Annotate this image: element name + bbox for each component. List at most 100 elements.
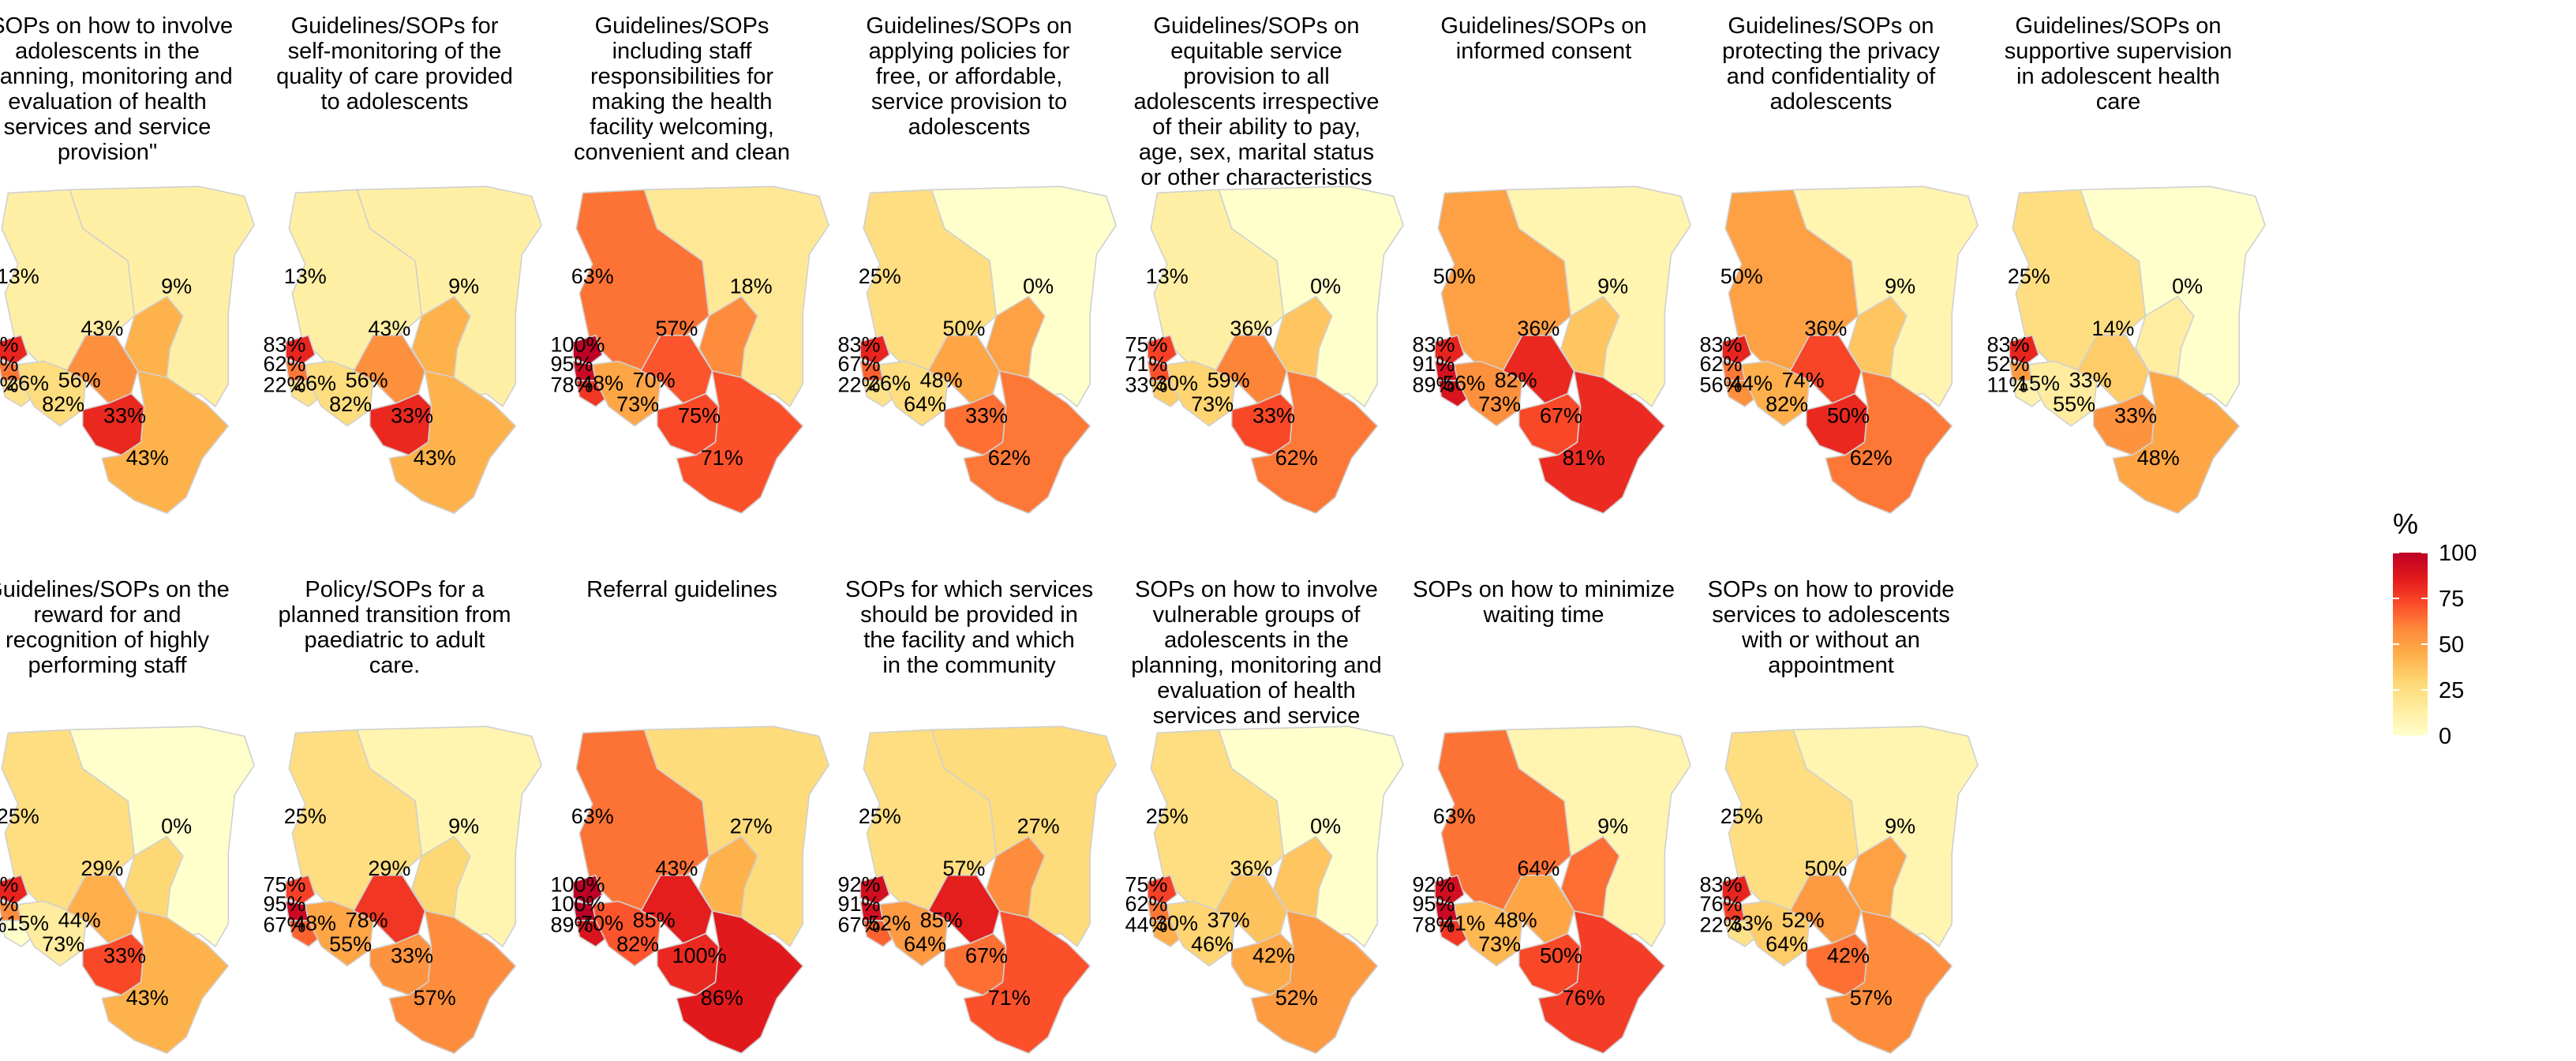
region-value-label: 36% xyxy=(1230,317,1272,340)
region-value-label: 33% xyxy=(2114,404,2157,428)
map-region-central xyxy=(1215,875,1286,943)
region-value-label: 43% xyxy=(80,317,123,340)
region-value-label: 48% xyxy=(1495,908,1537,932)
kenya-map xyxy=(860,186,1116,513)
region-value-label: 50% xyxy=(942,317,985,340)
map-region-central xyxy=(2077,336,2148,403)
region-value-label: 29% xyxy=(368,857,410,880)
panel-title-line: making the health xyxy=(592,89,773,114)
map-panel: SOPs for which services should be provide… xyxy=(837,577,1116,1053)
region-value-label: 56% xyxy=(58,368,101,392)
legend-title: % xyxy=(2393,508,2418,540)
region-value-label: 25% xyxy=(1720,804,1763,828)
region-value-label: 78% xyxy=(346,908,388,932)
region-value-label: 55% xyxy=(329,932,372,956)
map-region-central xyxy=(354,336,425,403)
map-region-north-east xyxy=(1506,186,1690,407)
panel-title-line: adolescents in the xyxy=(1164,628,1349,653)
kenya-map xyxy=(0,186,254,513)
legend-tick-label: 0 xyxy=(2439,724,2451,749)
map-region-coast xyxy=(1251,911,1377,1053)
map-region-central xyxy=(641,875,712,943)
panel-title-line: service provision to xyxy=(871,89,1067,114)
panel-title-line: services and service xyxy=(4,114,212,140)
region-value-label: 64% xyxy=(1517,857,1559,880)
region-value-label: 33% xyxy=(1252,404,1295,428)
region-value-label: 33% xyxy=(103,404,146,428)
region-value-label: 67% xyxy=(1540,404,1582,428)
region-value-label: 92% xyxy=(837,872,880,896)
region-value-label: 71% xyxy=(1125,352,1167,376)
region-value-label: 0% xyxy=(1023,275,1054,298)
region-value-label: 100% xyxy=(550,332,605,356)
region-value-label: 57% xyxy=(414,986,456,1010)
map-region-coast xyxy=(676,911,803,1053)
panel-title-line: vulnerable groups of xyxy=(1153,602,1361,628)
kenya-map xyxy=(573,186,829,513)
panel-title-line: SOPs on how to involve xyxy=(1135,577,1378,602)
map-region-west-top xyxy=(573,875,602,905)
panel-title-line: evaluation of health xyxy=(8,89,207,114)
region-value-label: 57% xyxy=(1850,986,1893,1010)
panel-title: Guidelines/SOPs on protecting the privacy… xyxy=(1722,13,1940,114)
region-value-label: 22% xyxy=(0,373,18,397)
map-region-coast xyxy=(1538,911,1664,1053)
region-value-label: 18% xyxy=(730,275,773,298)
region-value-label: 9% xyxy=(1597,275,1628,298)
map-region-central-east xyxy=(125,837,183,918)
region-value-label: 100% xyxy=(550,892,605,916)
map-panel: SOPs on how to minimize waiting time 63% 9%… xyxy=(1412,577,1690,1053)
panel-title-line: evaluation of health xyxy=(1157,678,1356,703)
map-region-west-top xyxy=(573,336,602,365)
region-value-label: 33% xyxy=(391,944,433,968)
region-value-label: 62% xyxy=(1275,446,1318,470)
region-value-label: 62% xyxy=(1125,892,1167,916)
region-value-label: 0% xyxy=(0,913,6,937)
panel-title: SOPs on how to provide services to adoles… xyxy=(1708,577,1955,678)
region-value-label: 48% xyxy=(294,912,336,935)
map-region-north-east xyxy=(1793,186,1978,407)
map-panels: "SOPs on how to involve adolescents in th… xyxy=(0,13,2265,1053)
map-region-north-east xyxy=(644,726,829,947)
panel-title-line: Guidelines/SOPs on xyxy=(1153,13,1359,39)
region-value-label: 41% xyxy=(1443,912,1485,935)
panel-title-line: to adolescents xyxy=(320,89,468,114)
panel-title-line: Referral guidelines xyxy=(586,577,777,602)
region-value-label: 43% xyxy=(368,317,410,340)
region-value-label: 46% xyxy=(1191,932,1234,956)
panel-title-line: with or without an xyxy=(1741,628,1920,653)
region-value-label: 82% xyxy=(1495,368,1537,392)
region-value-label: 37% xyxy=(1208,908,1250,932)
panel-title-line: provision" xyxy=(58,140,157,165)
panel-title-line: Guidelines/SOPs on xyxy=(2015,13,2221,39)
panel-title-line: planned transition from xyxy=(279,602,511,628)
region-value-label: 44% xyxy=(1730,372,1773,396)
map-region-central-east xyxy=(1274,297,1332,378)
panel-title: Guidelines/SOPs on the reward for and reco… xyxy=(0,577,230,678)
region-value-label: 100% xyxy=(672,944,727,968)
region-value-label: 52% xyxy=(868,912,911,935)
region-value-label: 57% xyxy=(655,317,698,340)
map-region-west-top xyxy=(1435,875,1464,905)
region-value-label: 33% xyxy=(1730,912,1773,935)
region-value-label: 62% xyxy=(988,446,1031,470)
region-value-label: 82% xyxy=(616,932,659,956)
region-value-label: 9% xyxy=(161,275,192,298)
panel-title-line: performing staff xyxy=(28,653,188,678)
region-value-label: 27% xyxy=(730,815,773,838)
map-region-west-top xyxy=(286,336,315,365)
map-panel: Guidelines/SOPs on the reward for and reco… xyxy=(0,577,254,1053)
region-value-label: 59% xyxy=(1208,368,1250,392)
map-region-central-east xyxy=(125,297,183,378)
map-region-central-east xyxy=(412,837,470,918)
region-value-label: 75% xyxy=(1125,332,1167,356)
panel-title-line: including staff xyxy=(612,39,753,64)
legend-tick-label: 75 xyxy=(2439,587,2464,612)
region-value-label: 25% xyxy=(284,804,327,828)
region-value-label: 26% xyxy=(294,372,336,396)
region-value-label: 62% xyxy=(263,352,305,376)
panel-title-line: adolescents irrespective xyxy=(1133,89,1379,114)
region-value-label: 91% xyxy=(1412,352,1455,376)
